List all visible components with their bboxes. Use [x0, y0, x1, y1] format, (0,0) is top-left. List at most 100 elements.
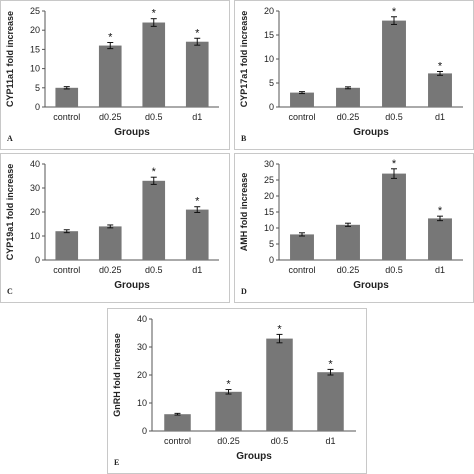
panel-e: 0 10 20 30 40 control * d0.25 * d0.5 * d1 Groups GnRH…	[107, 308, 367, 474]
chart-e-category-label: d0.5	[271, 436, 289, 446]
panel-b: 0 5 10 15 20 control d0.25 * d0.5 * d1 Groups CYP17a…	[234, 0, 474, 150]
chart-a-category-label: control	[53, 112, 80, 122]
chart-a-y-tick-label: 20	[30, 25, 40, 35]
chart-d-y-tick-label: 15	[264, 207, 274, 217]
chart-b-bar	[290, 92, 314, 107]
chart-e-y-tick-label: 0	[142, 426, 147, 436]
chart-e-y-tick-label: 40	[137, 314, 147, 324]
chart-c-category-label: d0.5	[145, 265, 163, 275]
chart-b-category-label: control	[288, 112, 315, 122]
chart-d: 0 5 10 15 20 25 30 control d0.25 * d0.5 * d1 Groups AM…	[239, 158, 463, 296]
chart-d-y-tick-label: 5	[269, 239, 274, 249]
panel-c: 0 10 20 30 40 control d0.25 * d0.5 * d1 Groups CYP19…	[0, 153, 230, 303]
chart-d-y-tick-label: 30	[264, 159, 274, 169]
chart-a-y-tick-label: 5	[35, 83, 40, 93]
chart-a-category-label: d0.25	[99, 112, 122, 122]
chart-a-bar	[98, 45, 122, 107]
chart-b-category-label: d0.5	[385, 112, 403, 122]
chart-a-bar	[142, 22, 166, 107]
chart-d-bar	[336, 224, 360, 260]
chart-c-significance-star: *	[152, 166, 157, 178]
chart-e-significance-star: *	[328, 358, 333, 370]
chart-c-y-tick-label: 10	[30, 231, 40, 241]
chart-d-y-tick-label: 25	[264, 175, 274, 185]
chart-d-x-axis-title: Groups	[353, 280, 389, 291]
chart-b-bar	[382, 20, 406, 108]
chart-e-y-tick-label: 30	[137, 342, 147, 352]
chart-e-category-label: d1	[325, 436, 335, 446]
chart-b-y-tick-label: 20	[264, 6, 274, 16]
chart-b: 0 5 10 15 20 control d0.25 * d0.5 * d1 Groups CYP17a…	[239, 6, 463, 143]
chart-c-y-tick-label: 0	[35, 255, 40, 265]
chart-a-y-tick-label: 10	[30, 64, 40, 74]
chart-b-bar	[428, 73, 452, 107]
chart-a-category-label: d0.5	[145, 112, 163, 122]
chart-c-category-label: d1	[192, 265, 202, 275]
chart-b-bar	[336, 87, 360, 107]
chart-e-y-tick-label: 10	[137, 398, 147, 408]
chart-a-bar	[55, 87, 79, 107]
chart-b-y-tick-label: 10	[264, 54, 274, 64]
chart-e: 0 10 20 30 40 control * d0.25 * d0.5 * d1 Groups GnRH…	[112, 314, 356, 467]
chart-a-panel-label: A	[7, 134, 13, 143]
chart-a-bar	[185, 41, 209, 107]
chart-c-category-label: d0.25	[99, 265, 122, 275]
chart-a-significance-star: *	[108, 31, 113, 43]
chart-a: 0 5 10 15 20 25 control * d0.25 * d0.5 * d1 Groups CYP…	[5, 6, 219, 143]
chart-d-significance-star: *	[438, 205, 443, 217]
chart-e-category-label: control	[164, 436, 191, 446]
panel-d: 0 5 10 15 20 25 30 control d0.25 * d0.5 * d1 Groups AM…	[234, 153, 474, 303]
chart-d-panel-label: D	[241, 287, 247, 296]
chart-a-y-axis-title: CYP11a1 fold increase	[5, 11, 15, 107]
chart-a-category-label: d1	[192, 112, 202, 122]
chart-b-significance-star: *	[438, 60, 443, 72]
chart-b-y-axis-title: CYP17a1 fold increase	[239, 11, 249, 108]
chart-d-y-tick-label: 10	[264, 223, 274, 233]
chart-d-bar	[382, 173, 406, 260]
chart-d-significance-star: *	[392, 158, 397, 170]
chart-e-bar	[215, 391, 242, 431]
chart-d-category-label: d1	[435, 265, 445, 275]
chart-e-bar	[164, 414, 191, 431]
chart-c-bar	[55, 231, 79, 260]
chart-e-bar	[317, 372, 344, 431]
chart-e-y-tick-label: 20	[137, 370, 147, 380]
chart-d-y-tick-label: 20	[264, 191, 274, 201]
chart-c-y-tick-label: 30	[30, 183, 40, 193]
chart-e-y-axis-title: GnRH fold increase	[112, 333, 122, 417]
chart-b-panel-label: B	[241, 134, 247, 143]
chart-b-category-label: d0.25	[337, 112, 360, 122]
chart-c-significance-star: *	[195, 196, 200, 208]
chart-c-y-tick-label: 20	[30, 207, 40, 217]
chart-b-y-tick-label: 15	[264, 30, 274, 40]
chart-d-bar	[290, 234, 314, 260]
chart-c-x-axis-title: Groups	[114, 280, 150, 291]
chart-a-significance-star: *	[152, 8, 157, 20]
chart-e-category-label: d0.25	[217, 436, 240, 446]
chart-d-y-tick-label: 0	[269, 255, 274, 265]
chart-c-category-label: control	[53, 265, 80, 275]
chart-e-x-axis-title: Groups	[236, 451, 272, 462]
chart-d-category-label: d0.5	[385, 265, 403, 275]
panel-a: 0 5 10 15 20 25 control * d0.25 * d0.5 * d1 Groups CYP…	[0, 0, 230, 150]
chart-e-panel-label: E	[114, 458, 119, 467]
chart-c-y-axis-title: CYP19a1 fold increase	[5, 164, 15, 261]
chart-b-y-tick-label: 0	[269, 102, 274, 112]
chart-c-bar	[98, 226, 122, 260]
chart-d-category-label: d0.25	[337, 265, 360, 275]
chart-c: 0 10 20 30 40 control d0.25 * d0.5 * d1 Groups CYP19…	[5, 159, 219, 296]
chart-b-x-axis-title: Groups	[353, 127, 389, 138]
chart-d-category-label: control	[288, 265, 315, 275]
chart-b-category-label: d1	[435, 112, 445, 122]
chart-a-significance-star: *	[195, 27, 200, 39]
chart-c-panel-label: C	[7, 287, 13, 296]
chart-d-bar	[428, 218, 452, 260]
chart-e-significance-star: *	[226, 379, 231, 391]
chart-c-bar	[142, 180, 166, 260]
chart-a-x-axis-title: Groups	[114, 127, 150, 138]
chart-e-bar	[266, 338, 293, 431]
chart-a-y-tick-label: 25	[30, 6, 40, 16]
chart-a-y-tick-label: 15	[30, 44, 40, 54]
chart-c-y-tick-label: 40	[30, 159, 40, 169]
chart-c-bar	[185, 209, 209, 260]
